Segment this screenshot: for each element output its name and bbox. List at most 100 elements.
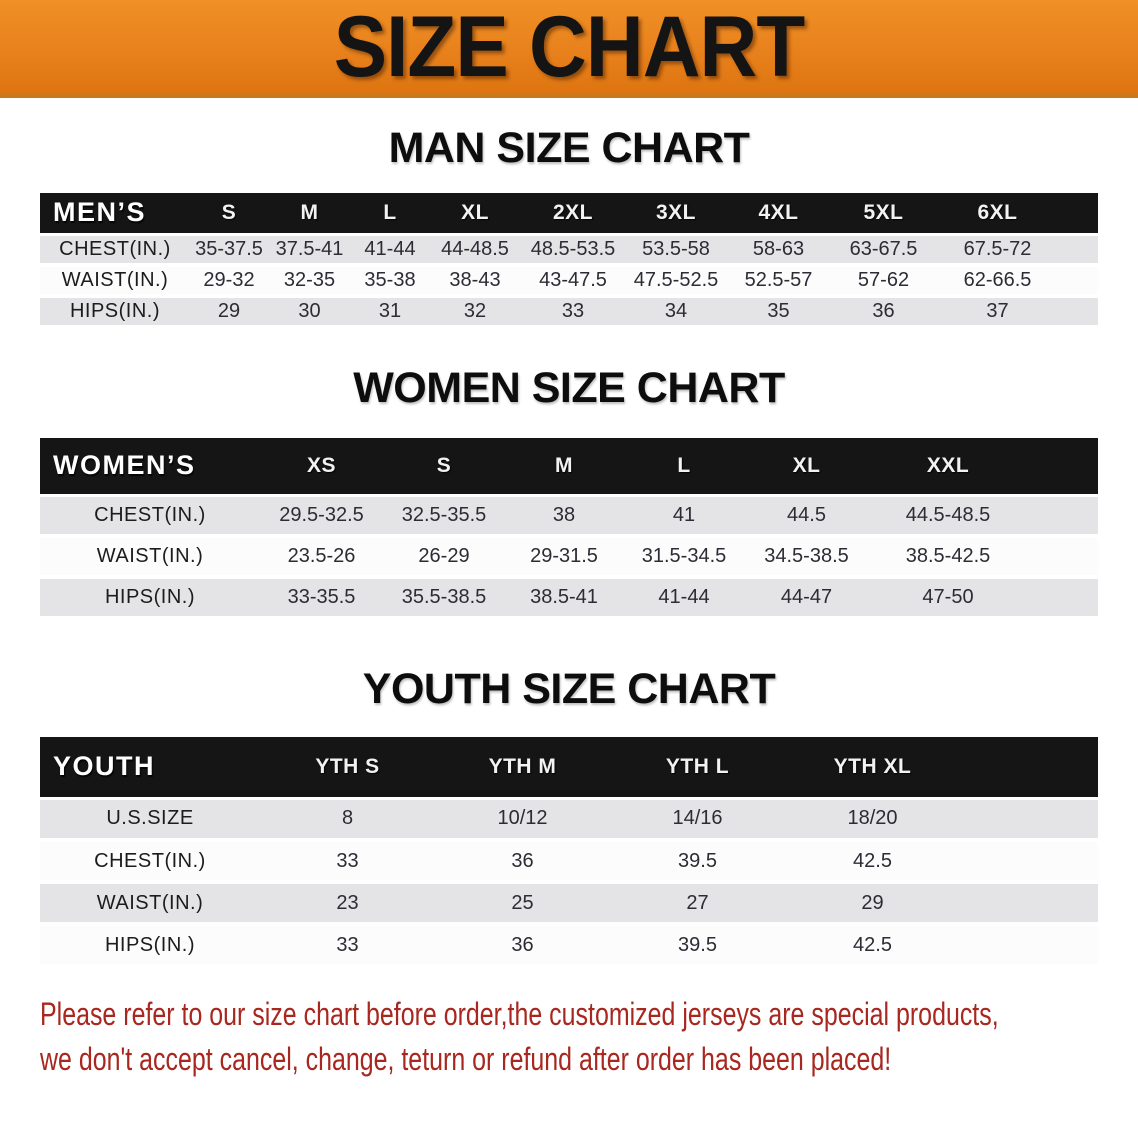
row-spacer-cell xyxy=(1028,536,1098,577)
size-value-cell: 36 xyxy=(511,849,534,872)
measure-row-label: HIPS(IN.) xyxy=(104,933,196,956)
row-spacer-cell xyxy=(960,840,1098,882)
measure-row-label: U.S.SIZE xyxy=(106,807,194,830)
row-spacer-cell xyxy=(1058,296,1098,327)
size-value-cell: 38-43 xyxy=(449,269,501,291)
size-value-cell: 38.5-42.5 xyxy=(905,545,991,567)
row-spacer-cell xyxy=(960,798,1098,840)
size-column-header: M xyxy=(555,453,573,477)
size-value-cell: 67.5-72 xyxy=(963,237,1032,260)
size-value-cell: 32-35 xyxy=(283,269,336,291)
disclaimer-line-2: we don't accept cancel, change, teturn o… xyxy=(40,1041,892,1077)
size-value-cell: 33 xyxy=(561,300,585,322)
size-column-header: YTH L xyxy=(665,754,730,778)
size-value-cell: 14/16 xyxy=(672,807,723,830)
size-value-cell: 57-62 xyxy=(857,269,910,291)
measurement-row: CHEST(IN.) 35-37.5 37.5-41 41-44 44-48.5 48.5… xyxy=(40,234,1098,265)
size-chart-banner: SIZE CHART xyxy=(0,0,1138,98)
size-column-header: 5XL xyxy=(863,200,904,224)
size-value-cell: 63-67.5 xyxy=(849,237,918,260)
size-column-header: 6XL xyxy=(977,200,1018,224)
measure-row-label: HIPS(IN.) xyxy=(104,586,196,608)
measure-row-label: WAIST(IN.) xyxy=(61,269,169,291)
measure-row-label: WAIST(IN.) xyxy=(96,891,204,914)
measure-row-label: HIPS(IN.) xyxy=(69,300,161,322)
size-column-header: YTH XL xyxy=(833,754,912,778)
measurement-row: WAIST(IN.) 23 25 27 29 xyxy=(40,882,1098,924)
size-value-cell: 10/12 xyxy=(497,807,548,830)
header-spacer-cell xyxy=(1058,193,1098,234)
measure-row-label: CHEST(IN.) xyxy=(59,237,171,260)
row-spacer-cell xyxy=(960,882,1098,924)
size-value-cell: 30 xyxy=(298,300,321,322)
size-column-header: 2XL xyxy=(552,200,593,224)
youth-size-chart-section: YOUTH SIZE CHART YOUTH YTH S YTH M YTH L YTH… xyxy=(0,667,1138,968)
size-value-cell: 35-37.5 xyxy=(195,237,263,260)
banner-title: SIZE CHART xyxy=(333,0,806,95)
size-value-cell: 26-29 xyxy=(418,545,470,567)
man-size-chart-section: MAN SIZE CHART MEN’S S M L XL 2XL 3XL 4XL 5XL 6XL… xyxy=(0,126,1138,329)
measurement-row: CHEST(IN.) 33 36 39.5 42.5 xyxy=(40,840,1098,882)
disclaimer-line-1: Please refer to our size chart before or… xyxy=(40,996,999,1032)
size-column-header: L xyxy=(383,200,397,224)
women-size-chart-section: WOMEN SIZE CHART WOMEN’S XS S M L XL XXL CHEST… xyxy=(0,366,1138,620)
size-value-cell: 32 xyxy=(463,300,487,322)
size-column-header: 3XL xyxy=(655,200,696,224)
measurement-row: HIPS(IN.) 33 36 39.5 42.5 xyxy=(40,924,1098,966)
header-spacer-cell xyxy=(1028,438,1098,495)
size-value-cell: 39.5 xyxy=(678,849,717,872)
size-value-cell: 29 xyxy=(861,891,884,914)
size-value-cell: 37 xyxy=(986,300,1009,322)
size-column-header: XS xyxy=(306,453,336,477)
size-value-cell: 33 xyxy=(336,933,359,956)
measurement-row: WAIST(IN.) 29-32 32-35 35-38 38-43 43-47.5 47.… xyxy=(40,265,1098,296)
size-value-cell: 34.5-38.5 xyxy=(764,545,849,567)
size-value-cell: 32.5-35.5 xyxy=(401,503,487,526)
measure-row-label: WAIST(IN.) xyxy=(96,545,204,567)
measurement-row: HIPS(IN.) 33-35.5 35.5-38.5 38.5-41 41-44 44-… xyxy=(40,577,1098,618)
size-value-cell: 29-32 xyxy=(203,269,255,291)
size-value-cell: 31 xyxy=(378,300,402,322)
size-value-cell: 27 xyxy=(686,891,709,914)
size-value-cell: 44.5-48.5 xyxy=(905,503,991,526)
size-value-cell: 53.5-58 xyxy=(642,237,710,260)
womens-size-table: WOMEN’S XS S M L XL XXL CHEST(IN.) 29.5-32.5 32.… xyxy=(40,438,1098,620)
size-value-cell: 38 xyxy=(552,503,576,526)
table-group-label: MEN’S xyxy=(53,197,147,228)
mens-size-table: MEN’S S M L XL 2XL 3XL 4XL 5XL 6XL CHEST(IN.) 35-3… xyxy=(40,193,1098,329)
youth-table-header-row: YOUTH YTH S YTH M YTH L YTH XL xyxy=(40,737,1098,798)
women-section-title: WOMEN SIZE CHART xyxy=(353,364,785,412)
measurement-row: HIPS(IN.) 29 30 31 32 33 34 35 36 37 xyxy=(40,296,1098,327)
size-value-cell: 39.5 xyxy=(678,933,717,956)
size-value-cell: 29.5-32.5 xyxy=(279,503,364,526)
size-column-header: L xyxy=(677,453,691,477)
table-group-label: YOUTH xyxy=(53,751,155,782)
womens-table-header-row: WOMEN’S XS S M L XL XXL xyxy=(40,438,1098,495)
size-value-cell: 47.5-52.5 xyxy=(633,269,719,291)
size-column-header: XXL xyxy=(926,453,970,477)
size-value-cell: 31.5-34.5 xyxy=(641,545,727,567)
size-value-cell: 36 xyxy=(872,300,895,322)
size-column-header: YTH M xyxy=(488,754,557,778)
size-value-cell: 37.5-41 xyxy=(275,237,344,260)
man-section-title: MAN SIZE CHART xyxy=(388,124,750,172)
measure-row-label: CHEST(IN.) xyxy=(94,503,206,526)
size-value-cell: 38.5-41 xyxy=(530,586,598,608)
row-spacer-cell xyxy=(1028,495,1098,536)
size-value-cell: 47-50 xyxy=(922,586,974,608)
size-value-cell: 41-44 xyxy=(658,586,710,608)
size-column-header: 4XL xyxy=(758,200,799,224)
row-spacer-cell xyxy=(1058,265,1098,296)
size-value-cell: 8 xyxy=(341,807,354,830)
size-column-header: M xyxy=(300,200,319,224)
size-value-cell: 23 xyxy=(336,891,359,914)
size-column-header: XL xyxy=(461,200,489,224)
mens-table-header-row: MEN’S S M L XL 2XL 3XL 4XL 5XL 6XL xyxy=(40,193,1098,234)
size-column-header: S xyxy=(436,453,452,477)
size-value-cell: 33-35.5 xyxy=(287,586,356,608)
size-column-header: YTH S xyxy=(315,754,380,778)
row-spacer-cell xyxy=(960,924,1098,966)
size-value-cell: 35.5-38.5 xyxy=(401,586,487,608)
youth-size-table: YOUTH YTH S YTH M YTH L YTH XL U.S.SIZE 8 10/1… xyxy=(40,737,1098,968)
measurement-row: WAIST(IN.) 23.5-26 26-29 29-31.5 31.5-34.5 34… xyxy=(40,536,1098,577)
